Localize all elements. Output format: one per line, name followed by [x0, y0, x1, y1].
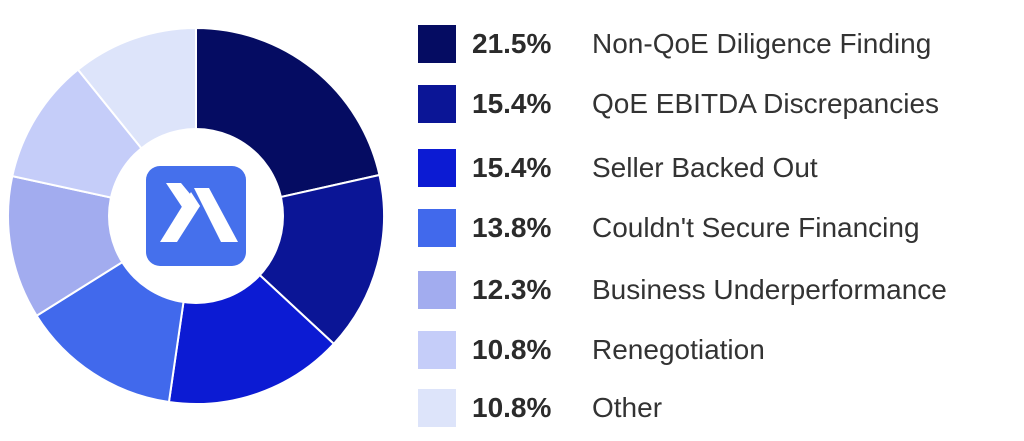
legend-swatch: [418, 271, 456, 309]
legend-label: Non-QoE Diligence Finding: [592, 28, 932, 59]
legend-item: 15.4% Seller Backed Out: [418, 148, 818, 188]
legend-value: 15.4%: [472, 88, 552, 119]
legend-label: Other: [592, 392, 663, 423]
legend-value: 21.5%: [472, 28, 552, 59]
legend-item: 10.8% Renegotiation: [418, 330, 765, 370]
legend-swatch: [418, 149, 456, 187]
legend-item: 21.5% Non-QoE Diligence Finding: [418, 24, 931, 64]
legend-swatch: [418, 331, 456, 369]
legend-value: 15.4%: [472, 152, 552, 183]
legend-item: 13.8% Couldn't Secure Financing: [418, 208, 920, 248]
legend-swatch: [418, 389, 456, 427]
legend-value: 10.8%: [472, 334, 552, 365]
brand-logo-icon: [146, 166, 246, 266]
legend-item: 10.8% Other: [418, 388, 662, 428]
legend-label: QoE EBITDA Discrepancies: [592, 88, 940, 119]
legend-value: 13.8%: [472, 212, 552, 243]
legend-label: Business Underperformance: [592, 274, 947, 305]
legend-swatch: [418, 85, 456, 123]
legend-item: 15.4% QoE EBITDA Discrepancies: [418, 84, 939, 124]
legend-label: Couldn't Secure Financing: [592, 212, 920, 243]
donut-chart: [7, 26, 385, 405]
legend-item: 12.3% Business Underperformance: [418, 270, 947, 310]
legend-value: 12.3%: [472, 274, 552, 305]
legend-swatch: [418, 25, 456, 63]
legend-value: 10.8%: [472, 392, 552, 423]
legend-swatch: [418, 209, 456, 247]
legend-label: Seller Backed Out: [592, 152, 818, 183]
legend-label: Renegotiation: [592, 334, 765, 365]
